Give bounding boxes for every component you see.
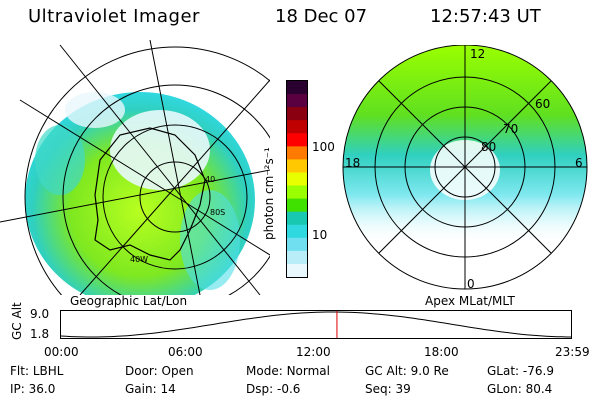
time-tick-0600: 06:00 (168, 345, 203, 359)
mlat-label-80: 80 (481, 140, 496, 154)
geographic-image: 40 80S 40W (0, 40, 270, 295)
colorbar-swatch (287, 263, 307, 278)
colorbar-swatch (287, 107, 307, 121)
info-mode: Mode: Normal (246, 364, 330, 378)
colorbar-swatch (287, 172, 307, 187)
image-time: 12:57:43 UT (430, 6, 541, 27)
info-glon: GLon: 80.4 (487, 382, 553, 396)
info-flt: Flt: LBHL (10, 364, 64, 378)
colorbar-swatch (287, 133, 307, 147)
colorbar-swatch (287, 198, 307, 213)
image-date: 18 Dec 07 (275, 6, 368, 27)
info-ip: IP: 36.0 (10, 382, 56, 396)
mlat-label-60: 60 (535, 97, 550, 111)
colorbar-swatch (287, 211, 307, 226)
altitude-plot (60, 310, 572, 339)
mlt-label-0: 0 (467, 277, 475, 291)
colorbar-tick-100: 100 (312, 140, 335, 154)
colorbar-swatch (287, 94, 307, 108)
colorbar (286, 80, 308, 278)
magnetic-aurora (343, 45, 587, 245)
colorbar-swatch (287, 250, 307, 265)
alt-tick-min: 1.8 (30, 327, 50, 341)
geo-annotation-80s: 80S (210, 208, 225, 217)
colorbar-swatch (287, 237, 307, 252)
geo-annotation-40w: 40W (130, 255, 148, 264)
geo-annotation-40: 40 (205, 175, 215, 184)
time-tick-2359: 23:59 (555, 345, 590, 359)
time-tick-1800: 18:00 (424, 345, 459, 359)
geographic-grid (0, 40, 270, 295)
instrument-title: Ultraviolet Imager (28, 6, 200, 27)
info-glat: GLat: -76.9 (487, 364, 554, 378)
colorbar-tick-10: 10 (312, 228, 328, 242)
colorbar-swatch (287, 185, 307, 200)
mlt-label-6: 6 (575, 156, 583, 170)
info-seq: Seq: 39 (365, 382, 411, 396)
geographic-label: Geographic Lat/Lon (70, 294, 188, 308)
time-tick-0000: 00:00 (44, 345, 79, 359)
mlat-label-70: 70 (503, 122, 518, 136)
colorbar-swatch (287, 81, 307, 95)
magnetic-grid (342, 45, 588, 290)
magnetic-label: Apex MLat/MLT (425, 294, 515, 308)
altitude-curve (60, 311, 572, 338)
colorbar-unit: photon cm⁻²s⁻¹ (262, 147, 276, 240)
time-tick-1200: 12:00 (296, 345, 331, 359)
colorbar-swatch (287, 224, 307, 239)
colorbar-swatch (287, 159, 307, 173)
colorbar-swatch (287, 146, 307, 160)
alt-tick-max: 9.0 (30, 307, 50, 321)
colorbar-swatch (287, 120, 307, 134)
info-dsp: Dsp: -0.6 (246, 382, 301, 396)
alt-axis-label: GC Alt (10, 302, 24, 340)
info-door: Door: Open (125, 364, 194, 378)
mlt-label-18: 18 (345, 156, 360, 170)
info-gc-alt: GC Alt: 9.0 Re (365, 364, 449, 378)
info-gain: Gain: 14 (125, 382, 176, 396)
mlt-label-12: 12 (470, 47, 485, 61)
magnetic-image: 12 18 6 0 60 70 80 (342, 45, 588, 291)
